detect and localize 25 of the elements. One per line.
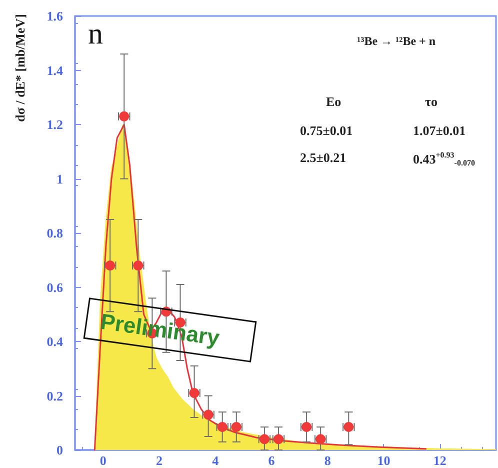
x-tick-label: 6 (268, 453, 276, 468)
y-tick-label: 0 (56, 442, 63, 458)
x-tick-label: 10 (377, 453, 390, 468)
annotation: 1.07±0.01 (413, 123, 466, 138)
annotation: n (88, 18, 103, 50)
text: ¹³Be → ¹²Be + n (357, 34, 436, 48)
y-tick-label: 0.2 (46, 388, 63, 404)
annotation: τo (425, 94, 438, 109)
annotation: 2.5±0.21 (300, 150, 346, 165)
y-tick-label: 1.4 (46, 62, 64, 78)
x-tick-label: 12 (433, 453, 446, 468)
y-tick-label: 0.6 (46, 280, 64, 295)
x-tick-label: 2 (156, 453, 162, 468)
y-axis-title: dσ / dE* [mb/MeV] (12, 14, 28, 122)
x-tick-label: 0 (100, 453, 106, 468)
annotation: Eo (326, 94, 342, 109)
x-tick-label: 8 (324, 453, 332, 468)
y-tick-label: 1 (56, 171, 63, 186)
y-tick-label: 1.6 (46, 8, 64, 24)
x-tick-label: 4 (212, 453, 220, 468)
y-tick-label: 1.2 (46, 117, 63, 132)
y-tick-label: 0.8 (46, 226, 64, 240)
annotation: Preliminary (98, 308, 222, 350)
y-tick-label: 0.4 (46, 334, 64, 349)
annotation: 0.75±0.01 (300, 123, 353, 138)
